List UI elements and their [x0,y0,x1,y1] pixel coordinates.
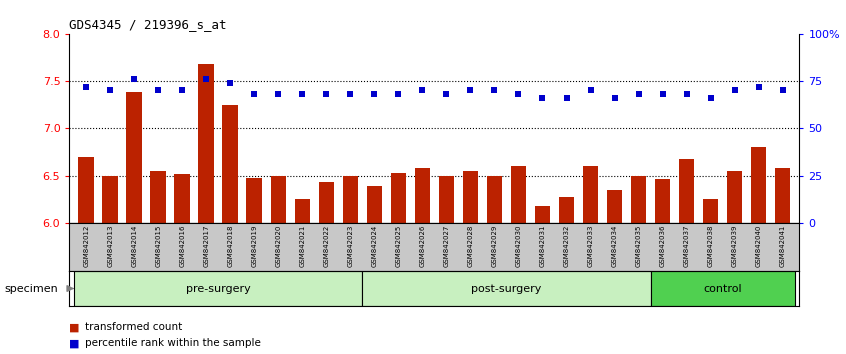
Bar [319,182,334,223]
Bar [607,190,623,223]
Text: GSM842031: GSM842031 [540,224,546,267]
Text: GSM842034: GSM842034 [612,224,618,267]
Text: GDS4345 / 219396_s_at: GDS4345 / 219396_s_at [69,18,227,31]
Bar [294,199,310,223]
Text: specimen: specimen [4,284,58,293]
Text: GSM842028: GSM842028 [468,224,474,267]
Text: GSM842021: GSM842021 [299,224,305,267]
Text: GSM842035: GSM842035 [635,224,641,267]
Text: percentile rank within the sample: percentile rank within the sample [85,338,261,348]
Bar [655,178,670,223]
Text: GSM842040: GSM842040 [755,224,761,267]
Text: ■: ■ [69,322,80,332]
Text: GSM842032: GSM842032 [563,224,569,267]
Bar [558,198,574,223]
Bar [775,168,790,223]
Text: GSM842019: GSM842019 [251,224,257,267]
Bar [151,171,166,223]
Bar [631,176,646,223]
Bar [651,271,794,306]
Text: GSM842033: GSM842033 [587,224,594,267]
Bar [271,176,286,223]
Text: GSM842022: GSM842022 [323,224,329,267]
Text: GSM842025: GSM842025 [395,224,401,267]
Text: GSM842013: GSM842013 [107,224,113,267]
Bar [366,186,382,223]
Text: pre-surgery: pre-surgery [186,284,250,293]
Bar [222,105,238,223]
Text: GSM842041: GSM842041 [780,224,786,267]
Text: transformed count: transformed count [85,322,182,332]
Bar [74,271,362,306]
Bar [703,199,718,223]
Bar [343,176,358,223]
Bar [102,176,118,223]
Text: GSM842037: GSM842037 [684,224,689,267]
Text: GSM842038: GSM842038 [707,224,714,267]
Text: GSM842030: GSM842030 [515,224,521,267]
Bar [79,157,94,223]
Text: GSM842023: GSM842023 [348,224,354,267]
Bar [727,171,743,223]
Text: GSM842029: GSM842029 [492,224,497,267]
Text: GSM842016: GSM842016 [179,224,185,267]
Bar [535,206,550,223]
Text: GSM842039: GSM842039 [732,224,738,267]
Bar [174,174,190,223]
Text: GSM842015: GSM842015 [155,224,162,267]
Bar [246,178,262,223]
Text: GSM842012: GSM842012 [83,224,89,267]
Text: GSM842017: GSM842017 [203,224,209,267]
Bar [511,166,526,223]
Text: control: control [703,284,742,293]
Bar [415,168,431,223]
Bar [391,173,406,223]
Text: GSM842020: GSM842020 [275,224,282,267]
Text: GSM842026: GSM842026 [420,224,426,267]
Text: GSM842018: GSM842018 [228,224,233,267]
Bar [486,176,503,223]
Text: GSM842014: GSM842014 [131,224,137,267]
Bar [126,92,142,223]
Bar [751,147,766,223]
Text: GSM842024: GSM842024 [371,224,377,267]
Text: post-surgery: post-surgery [471,284,541,293]
Bar [678,159,695,223]
Bar [438,176,454,223]
Text: GSM842036: GSM842036 [660,224,666,267]
Bar [463,171,478,223]
Text: GSM842027: GSM842027 [443,224,449,267]
Bar [199,64,214,223]
Bar [362,271,651,306]
Text: ■: ■ [69,338,80,348]
Bar [583,166,598,223]
